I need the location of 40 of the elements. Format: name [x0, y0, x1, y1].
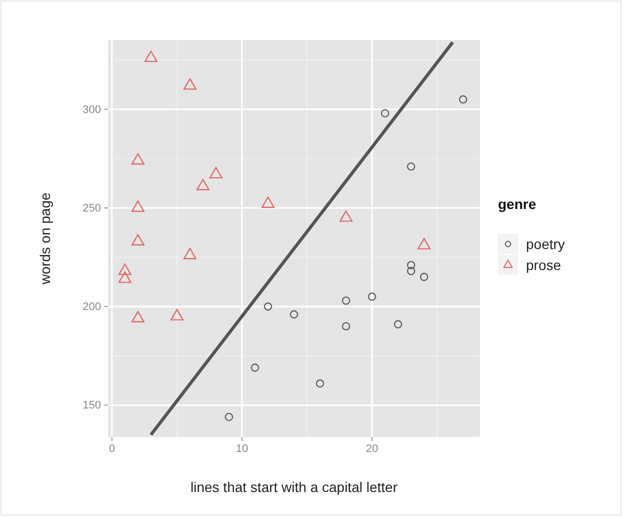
- point: [183, 248, 196, 260]
- point: [224, 412, 234, 422]
- point: [342, 296, 350, 305]
- legend-label: poetry: [526, 236, 565, 252]
- point: [131, 310, 144, 322]
- point: [406, 260, 416, 270]
- point: [131, 234, 144, 246]
- point: [394, 320, 402, 328]
- point: [406, 162, 416, 171]
- x-tick-label: 0: [108, 442, 115, 455]
- y-tick-label: 150: [82, 400, 101, 412]
- legend-title: genre: [498, 196, 536, 212]
- y-tick-label: 200: [82, 301, 101, 314]
- point: [316, 379, 324, 388]
- y-tick-label: 300: [82, 104, 101, 116]
- point: [170, 309, 184, 320]
- point: [118, 272, 132, 283]
- point: [118, 264, 132, 276]
- point: [196, 178, 210, 190]
- point: [340, 210, 353, 222]
- legend-label: prose: [526, 257, 562, 273]
- x-tick-label: 10: [236, 442, 248, 455]
- point: [183, 78, 196, 90]
- point: [131, 153, 144, 165]
- point: [290, 310, 298, 319]
- point: [406, 266, 416, 276]
- point: [209, 167, 222, 178]
- x-axis-title: lines that start with a capital letter: [190, 479, 398, 495]
- point: [420, 272, 428, 282]
- point: [368, 292, 376, 301]
- x-tick-label: 20: [366, 442, 378, 455]
- point: [131, 200, 144, 212]
- point: [264, 302, 272, 311]
- point: [250, 364, 260, 372]
- y-axis-title: words on page: [37, 192, 53, 286]
- point: [418, 238, 431, 250]
- point: [342, 322, 350, 330]
- point: [262, 196, 274, 208]
- y-tick-label: 250: [82, 202, 101, 214]
- point: [144, 50, 158, 62]
